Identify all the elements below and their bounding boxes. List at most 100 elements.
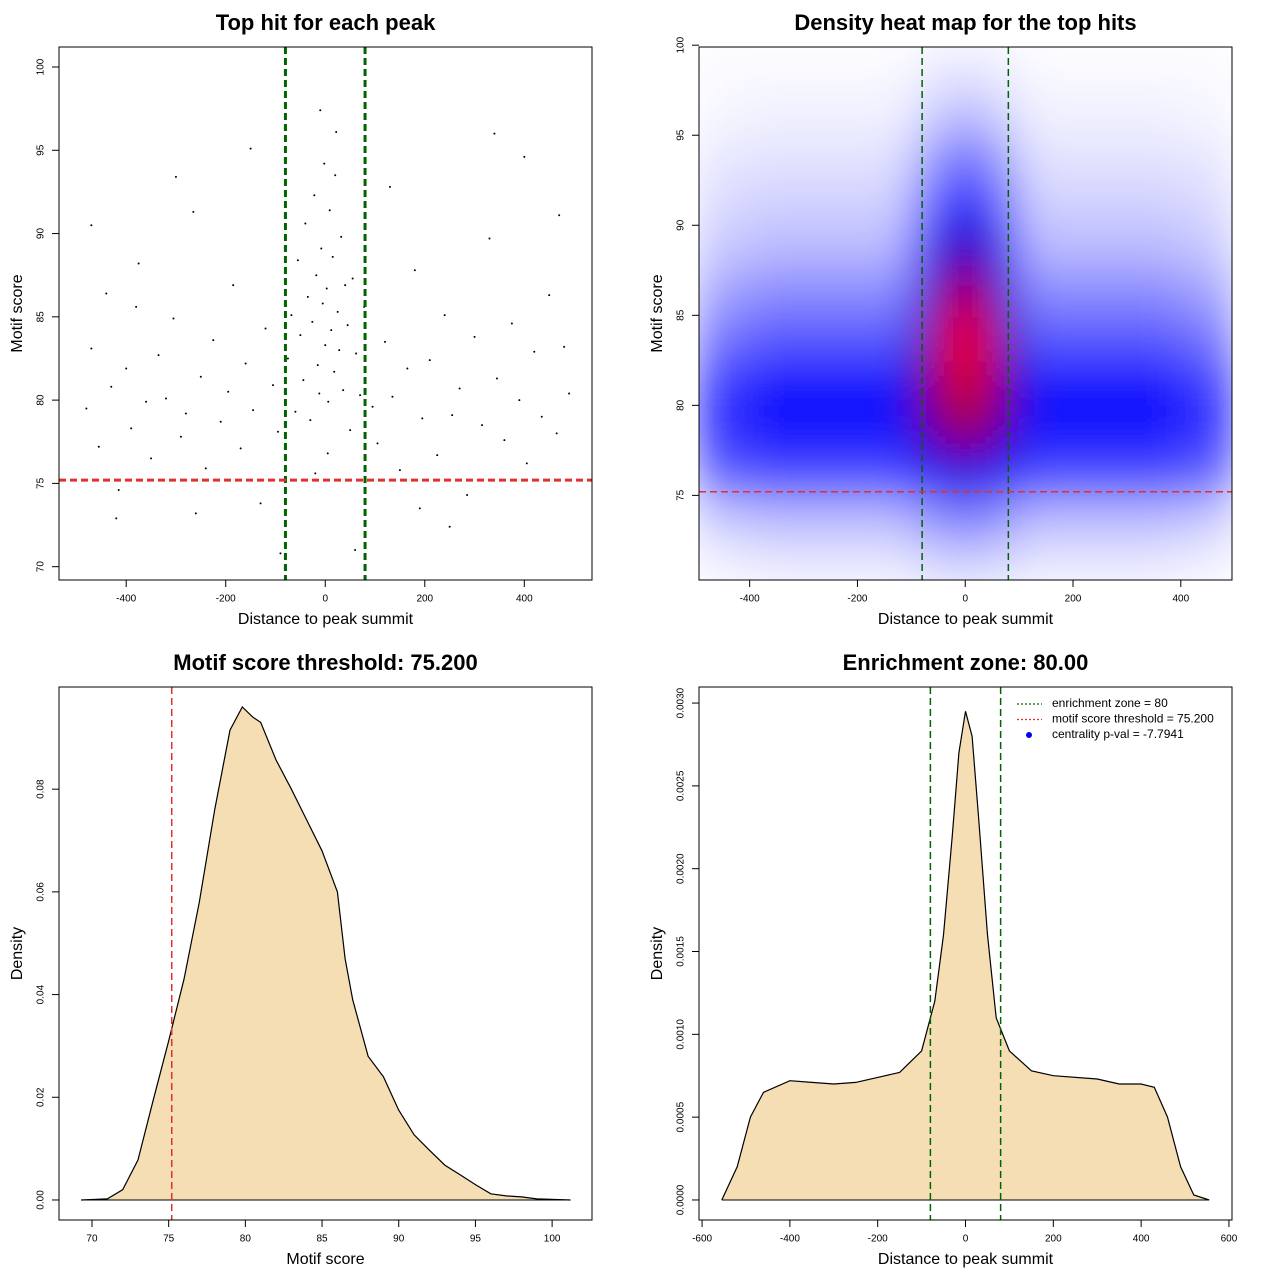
heat-cell: [1073, 540, 1128, 580]
heat-cell: [1126, 270, 1182, 316]
heat-cell: [1073, 90, 1128, 136]
point: [264, 327, 267, 330]
heat-cell: [699, 360, 751, 406]
heat-cell: [911, 225, 939, 271]
point: [117, 489, 120, 492]
point: [259, 502, 262, 505]
heat-cell: [1180, 47, 1232, 91]
heat-cell: [803, 90, 858, 136]
point: [421, 417, 424, 420]
point: [342, 389, 345, 392]
heat-cell: [938, 90, 966, 136]
point: [540, 415, 543, 418]
point: [184, 412, 187, 415]
heat-cell: [938, 450, 966, 496]
heat-cell: [938, 135, 966, 181]
heat-cell: [749, 495, 805, 541]
point: [376, 442, 379, 445]
heat-cell: [1019, 47, 1074, 91]
point: [503, 439, 506, 442]
x-axis-title: Distance to peak summit: [878, 611, 1054, 628]
point: [105, 292, 108, 295]
point: [334, 174, 337, 177]
heat-cell: [1126, 180, 1182, 226]
heat-cell: [857, 180, 912, 226]
x-tick-label: -400: [116, 594, 136, 605]
point: [318, 392, 321, 395]
heat-cell: [992, 315, 1020, 361]
point: [320, 247, 323, 250]
point: [336, 310, 339, 313]
point: [493, 132, 496, 135]
point: [344, 284, 347, 287]
heat-cell: [1073, 405, 1128, 451]
chart-title: Top hit for each peak: [216, 10, 436, 35]
heat-cell: [857, 450, 912, 496]
heat-cell: [1019, 495, 1074, 541]
heat-cell: [1019, 135, 1074, 181]
y-tick-label: 75: [36, 477, 47, 489]
plot-frame: [58, 46, 593, 581]
point: [523, 155, 526, 158]
heat-cell: [938, 360, 966, 406]
heat-cell: [1126, 495, 1182, 541]
heat-cell: [911, 360, 939, 406]
heat-cell: [1019, 360, 1074, 406]
point: [219, 420, 222, 423]
heat-cell: [1180, 90, 1232, 136]
heat-cell: [1073, 270, 1128, 316]
heat-cell: [1019, 405, 1074, 451]
x-tick-label: 80: [240, 1234, 252, 1245]
point: [324, 344, 327, 347]
heat-cell: [699, 225, 751, 271]
heat-cell: [965, 450, 993, 496]
heat-cell: [803, 405, 858, 451]
heat-cell: [938, 270, 966, 316]
heat-cell: [965, 225, 993, 271]
y-tick-label: 0.0010: [676, 1019, 687, 1050]
heat-cell: [911, 315, 939, 361]
point: [90, 347, 93, 350]
y-tick-label: 0.0005: [676, 1101, 687, 1132]
heat-cell: [992, 360, 1020, 406]
heat-cell: [911, 47, 939, 91]
heat-cell: [699, 540, 751, 580]
point: [311, 320, 314, 323]
x-tick-label: 90: [393, 1234, 405, 1245]
y-tick-label: 0.08: [36, 779, 47, 799]
heat-cell: [699, 315, 751, 361]
point: [555, 432, 558, 435]
point: [150, 457, 153, 460]
point: [309, 419, 312, 422]
x-tick-label: 70: [86, 1234, 98, 1245]
point: [174, 175, 177, 178]
heat-cell: [992, 450, 1020, 496]
point: [212, 339, 215, 342]
point: [227, 390, 230, 393]
point: [125, 367, 128, 370]
point: [194, 512, 197, 515]
x-tick-label: 0: [962, 594, 968, 605]
heat-cell: [803, 495, 858, 541]
heat-cell: [1180, 180, 1232, 226]
y-tick-label: 70: [36, 561, 47, 573]
point: [286, 357, 289, 360]
point: [204, 467, 207, 470]
point: [354, 549, 357, 552]
heat-cell: [992, 225, 1020, 271]
heat-cell: [992, 540, 1020, 580]
x-axis-title: Distance to peak summit: [238, 611, 414, 628]
point: [488, 237, 491, 240]
point: [321, 302, 324, 305]
plot-frame: [58, 686, 593, 1221]
point: [110, 385, 113, 388]
heat-cell: [965, 405, 993, 451]
y-tick-label: 0.02: [36, 1087, 47, 1107]
x-tick-label: 400: [516, 594, 533, 605]
heat-cell: [938, 225, 966, 271]
point: [249, 147, 252, 150]
heat-cell: [911, 90, 939, 136]
heat-cell: [857, 135, 912, 181]
heat-cell: [803, 180, 858, 226]
heat-cell: [1126, 405, 1182, 451]
